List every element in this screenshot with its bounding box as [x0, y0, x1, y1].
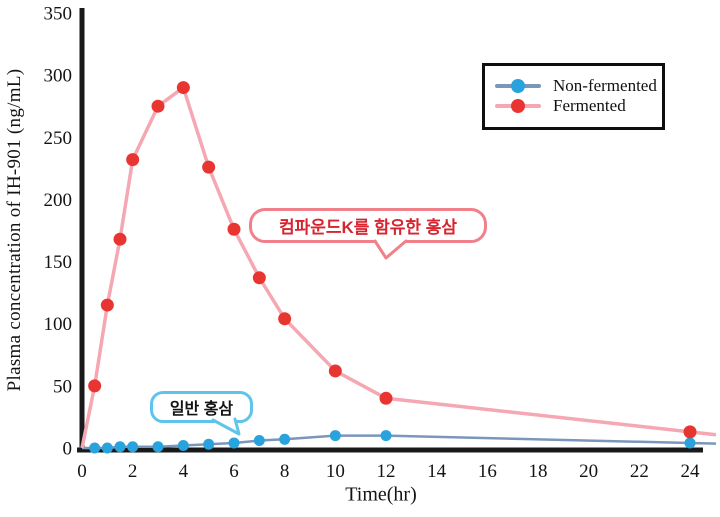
legend-item-non-fermented: Non-fermented [495, 76, 662, 96]
data-point-fermented [278, 312, 292, 326]
y-axis-title: Plasma concentration of IH-901 (ng/mL) [4, 68, 25, 392]
data-point-non-fermented [684, 437, 696, 449]
x-tick-label: 10 [326, 461, 345, 482]
data-point-fermented [252, 271, 266, 285]
data-point-fermented [88, 379, 102, 393]
data-point-fermented [126, 153, 140, 167]
data-point-non-fermented [279, 433, 291, 445]
x-tick-label: 6 [229, 461, 239, 482]
x-tick-label: 8 [280, 461, 290, 482]
data-point-non-fermented [203, 438, 215, 450]
data-point-non-fermented [177, 440, 189, 452]
x-tick-label: 22 [630, 461, 649, 482]
non-fermented-marker-icon [511, 79, 525, 93]
legend: Non-fermented Fermented [482, 63, 665, 130]
legend-item-fermented: Fermented [495, 96, 662, 116]
data-point-non-fermented [253, 435, 265, 447]
data-point-non-fermented [89, 442, 101, 454]
data-point-non-fermented [228, 437, 240, 449]
annotation-fermented-text: 컴파운드K를 함유한 홍삼 [278, 218, 458, 237]
x-tick-label: 24 [681, 461, 701, 482]
y-tick-label: 200 [44, 190, 73, 211]
x-tick-label: 12 [377, 461, 396, 482]
data-point-non-fermented [152, 441, 164, 453]
annotation-non-fermented-text: 일반 홍삼 [169, 401, 234, 418]
data-point-fermented [113, 232, 127, 246]
series-line-non-fermented [82, 434, 717, 450]
x-axis-title: Time(hr) [345, 483, 417, 506]
legend-label-fermented: Fermented [553, 96, 626, 115]
data-point-fermented [202, 160, 216, 174]
x-tick-label: 18 [529, 461, 548, 482]
legend-label-non-fermented: Non-fermented [553, 76, 657, 95]
y-tick-label: 50 [53, 376, 72, 397]
data-point-fermented [100, 298, 114, 312]
non-fermented-line-sample-icon [495, 79, 541, 93]
data-point-fermented [328, 364, 342, 378]
data-point-non-fermented [127, 441, 139, 453]
x-tick-label: 0 [77, 461, 87, 482]
y-tick-label: 250 [44, 128, 73, 149]
x-tick-label: 2 [128, 461, 138, 482]
data-point-non-fermented [114, 441, 126, 453]
y-tick-label: 350 [44, 4, 73, 25]
data-point-fermented [176, 81, 190, 95]
data-point-fermented [379, 391, 393, 405]
speech-bubble-tail-icon [211, 417, 241, 436]
y-tick-label: 100 [44, 314, 73, 335]
data-point-fermented [227, 222, 241, 236]
x-tick-label: 20 [579, 461, 598, 482]
speech-bubble-tail-icon [373, 239, 408, 260]
x-tick-label: 14 [427, 461, 447, 482]
data-point-non-fermented [329, 430, 341, 442]
fermented-line-sample-icon [495, 99, 541, 113]
data-point-non-fermented [380, 430, 392, 442]
y-tick-label: 0 [63, 439, 73, 460]
y-tick-label: 150 [44, 252, 73, 273]
data-point-fermented [151, 99, 165, 113]
y-tick-label: 300 [44, 66, 73, 87]
annotation-fermented-bubble: 컴파운드K를 함유한 홍삼 [249, 208, 487, 260]
data-point-non-fermented [101, 442, 113, 454]
x-tick-label: 4 [179, 461, 189, 482]
annotation-non-fermented-bubble: 일반 홍삼 [150, 391, 253, 436]
x-tick-label: 16 [478, 461, 497, 482]
fermented-marker-icon [511, 99, 525, 113]
data-point-fermented [683, 425, 697, 439]
